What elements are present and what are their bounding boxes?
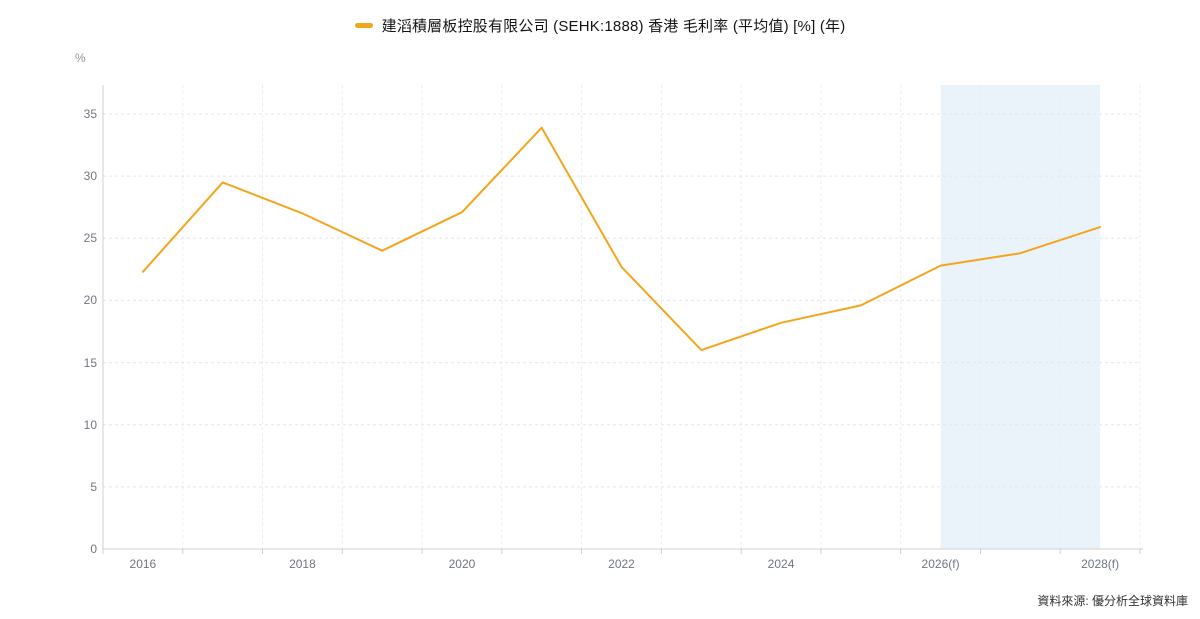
- x-tick-label: 2028(f): [1081, 557, 1120, 571]
- legend-line-swatch: [354, 23, 373, 28]
- x-tick-label: 2024: [767, 557, 795, 571]
- x-tick-label: 2026(f): [921, 557, 960, 571]
- legend-label: 建滔積層板控股有限公司 (SEHK:1888) 香港 毛利率 (平均值) [%]…: [381, 18, 846, 35]
- x-tick-label: 2018: [289, 557, 316, 571]
- y-tick-label: 0: [90, 542, 97, 556]
- x-tick-label: 2022: [608, 557, 635, 571]
- forecast-region: [940, 85, 1101, 549]
- y-tick-label: 20: [83, 293, 97, 308]
- source-attribution: 資料來源: 優分析全球資料庫: [1037, 594, 1188, 608]
- y-tick-label: 15: [83, 355, 97, 370]
- x-tick-label: 2016: [129, 557, 157, 571]
- y-tick-label: 35: [83, 107, 97, 121]
- y-tick-label: 25: [83, 231, 97, 246]
- y-tick-label: 30: [83, 169, 97, 184]
- chart-legend[interactable]: 建滔積層板控股有限公司 (SEHK:1888) 香港 毛利率 (平均值) [%]…: [0, 15, 1200, 36]
- series-line: [141, 126, 1102, 352]
- x-tick-label: 2020: [448, 557, 476, 571]
- y-tick-label: 5: [90, 479, 97, 494]
- y-tick-label: 10: [83, 417, 97, 432]
- y-axis-unit-label: %: [75, 51, 86, 65]
